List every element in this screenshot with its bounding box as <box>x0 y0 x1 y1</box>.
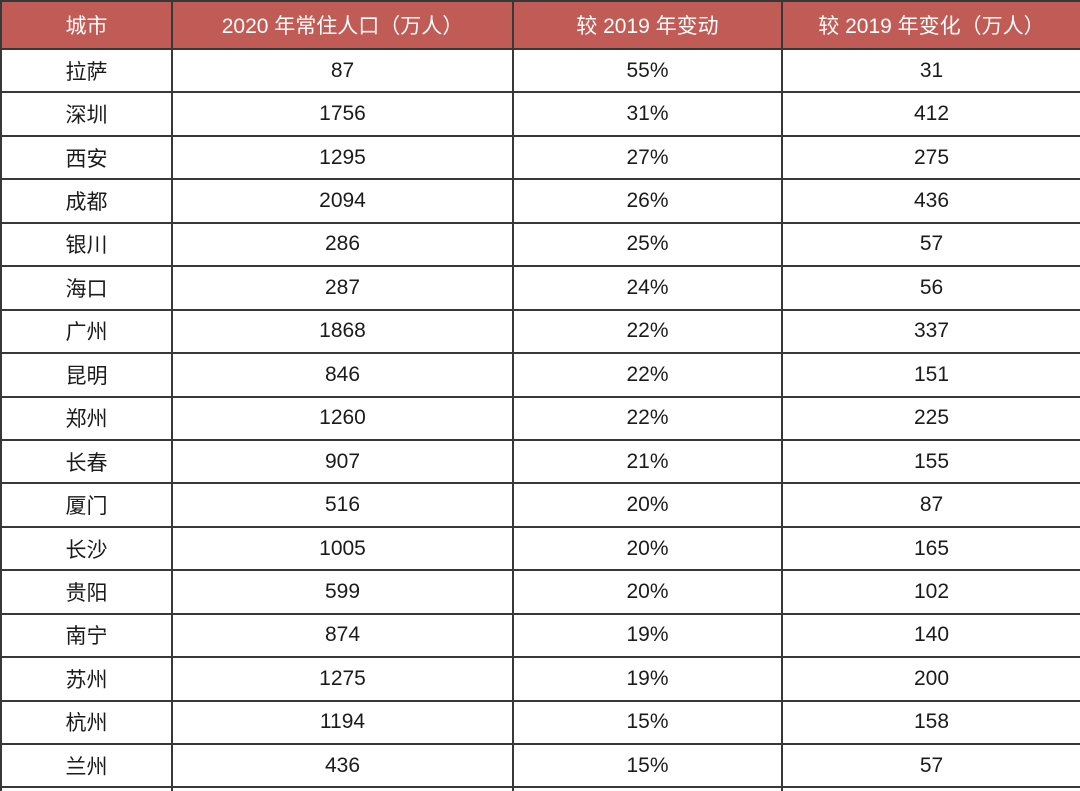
table-row: 拉萨 87 55% 31 <box>0 47 1080 94</box>
table-row: 成都 2094 26% 436 <box>0 178 1080 224</box>
change-percent-cell: 19% <box>512 612 783 659</box>
population-2020-cell: 1868 <box>171 308 514 355</box>
change-absolute-cell: 140 <box>781 612 1080 659</box>
change-percent-cell: 22% <box>512 352 783 398</box>
empty-cell <box>512 786 783 791</box>
table-row: 银川 286 25% 57 <box>0 221 1080 268</box>
city-cell: 杭州 <box>0 699 173 746</box>
header-cell-population-2020: 2020 年常住人口（万人） <box>171 0 514 50</box>
population-2020-cell: 874 <box>171 612 514 659</box>
change-absolute-cell: 165 <box>781 525 1080 572</box>
header-cell-change-percent: 较 2019 年变动 <box>512 0 783 50</box>
table-header: 城市 2020 年常住人口（万人） 较 2019 年变动 较 2019 年变化（… <box>0 0 1080 50</box>
change-absolute-cell: 57 <box>781 742 1080 789</box>
change-percent-cell: 20% <box>512 482 783 528</box>
population-2020-cell: 516 <box>171 482 514 528</box>
table-row: 南宁 874 19% 140 <box>0 612 1080 659</box>
city-cell: 昆明 <box>0 352 173 398</box>
table-body: 拉萨 87 55% 31 深圳 1756 31% 412 西安 1295 27% 275 成都 2094 2… <box>0 47 1080 791</box>
change-percent-cell: 15% <box>512 699 783 746</box>
empty-cell <box>781 786 1080 791</box>
table-row: 厦门 516 20% 87 <box>0 482 1080 528</box>
change-absolute-cell: 31 <box>781 47 1080 94</box>
table-row: 深圳 1756 31% 412 <box>0 91 1080 137</box>
header-cell-change-absolute: 较 2019 年变化（万人） <box>781 0 1080 50</box>
population-2020-cell: 2094 <box>171 178 514 224</box>
table-row: 贵阳 599 20% 102 <box>0 569 1080 615</box>
table-row: 长春 907 21% 155 <box>0 438 1080 485</box>
city-cell: 长春 <box>0 438 173 485</box>
city-cell: 南宁 <box>0 612 173 659</box>
table-row: 郑州 1260 22% 225 <box>0 395 1080 441</box>
city-cell: 兰州 <box>0 742 173 789</box>
change-percent-cell: 20% <box>512 569 783 615</box>
population-2020-cell: 907 <box>171 438 514 485</box>
population-2020-cell: 1194 <box>171 699 514 746</box>
city-cell: 银川 <box>0 221 173 268</box>
population-2020-cell: 846 <box>171 352 514 398</box>
table-row: 海口 287 24% 56 <box>0 265 1080 311</box>
population-2020-cell: 1275 <box>171 656 514 702</box>
table-row: 昆明 846 22% 151 <box>0 352 1080 398</box>
table-row: 杭州 1194 15% 158 <box>0 699 1080 746</box>
population-2020-cell: 286 <box>171 221 514 268</box>
population-2020-cell: 1295 <box>171 134 514 181</box>
header-cell-city: 城市 <box>0 0 173 50</box>
change-absolute-cell: 87 <box>781 482 1080 528</box>
change-percent-cell: 15% <box>512 742 783 789</box>
city-cell: 拉萨 <box>0 47 173 94</box>
table-row: 兰州 436 15% 57 <box>0 742 1080 789</box>
change-percent-cell: 25% <box>512 221 783 268</box>
change-absolute-cell: 155 <box>781 438 1080 485</box>
population-2020-cell: 1260 <box>171 395 514 441</box>
partial-cutoff-row <box>0 786 1080 791</box>
empty-cell <box>0 786 173 791</box>
change-percent-cell: 21% <box>512 438 783 485</box>
change-percent-cell: 19% <box>512 656 783 702</box>
population-2020-cell: 87 <box>171 47 514 94</box>
change-absolute-cell: 158 <box>781 699 1080 746</box>
table-row: 广州 1868 22% 337 <box>0 308 1080 355</box>
city-cell: 成都 <box>0 178 173 224</box>
change-absolute-cell: 275 <box>781 134 1080 181</box>
change-percent-cell: 27% <box>512 134 783 181</box>
empty-cell <box>171 786 514 791</box>
header-row: 城市 2020 年常住人口（万人） 较 2019 年变动 较 2019 年变化（… <box>0 0 1080 50</box>
population-2020-cell: 599 <box>171 569 514 615</box>
change-percent-cell: 55% <box>512 47 783 94</box>
change-absolute-cell: 151 <box>781 352 1080 398</box>
change-percent-cell: 22% <box>512 395 783 441</box>
city-cell: 深圳 <box>0 91 173 137</box>
change-absolute-cell: 57 <box>781 221 1080 268</box>
change-percent-cell: 20% <box>512 525 783 572</box>
city-cell: 贵阳 <box>0 569 173 615</box>
population-2020-cell: 1756 <box>171 91 514 137</box>
change-absolute-cell: 337 <box>781 308 1080 355</box>
city-cell: 广州 <box>0 308 173 355</box>
city-cell: 厦门 <box>0 482 173 528</box>
table-row: 苏州 1275 19% 200 <box>0 656 1080 702</box>
city-cell: 苏州 <box>0 656 173 702</box>
change-percent-cell: 31% <box>512 91 783 137</box>
change-absolute-cell: 200 <box>781 656 1080 702</box>
city-cell: 海口 <box>0 265 173 311</box>
table-row: 长沙 1005 20% 165 <box>0 525 1080 572</box>
city-cell: 郑州 <box>0 395 173 441</box>
population-2020-cell: 436 <box>171 742 514 789</box>
city-cell: 西安 <box>0 134 173 181</box>
change-absolute-cell: 412 <box>781 91 1080 137</box>
change-percent-cell: 24% <box>512 265 783 311</box>
change-absolute-cell: 225 <box>781 395 1080 441</box>
population-2020-cell: 1005 <box>171 525 514 572</box>
change-absolute-cell: 102 <box>781 569 1080 615</box>
city-cell: 长沙 <box>0 525 173 572</box>
change-absolute-cell: 436 <box>781 178 1080 224</box>
change-percent-cell: 22% <box>512 308 783 355</box>
population-2020-cell: 287 <box>171 265 514 311</box>
change-percent-cell: 26% <box>512 178 783 224</box>
table-row: 西安 1295 27% 275 <box>0 134 1080 181</box>
change-absolute-cell: 56 <box>781 265 1080 311</box>
